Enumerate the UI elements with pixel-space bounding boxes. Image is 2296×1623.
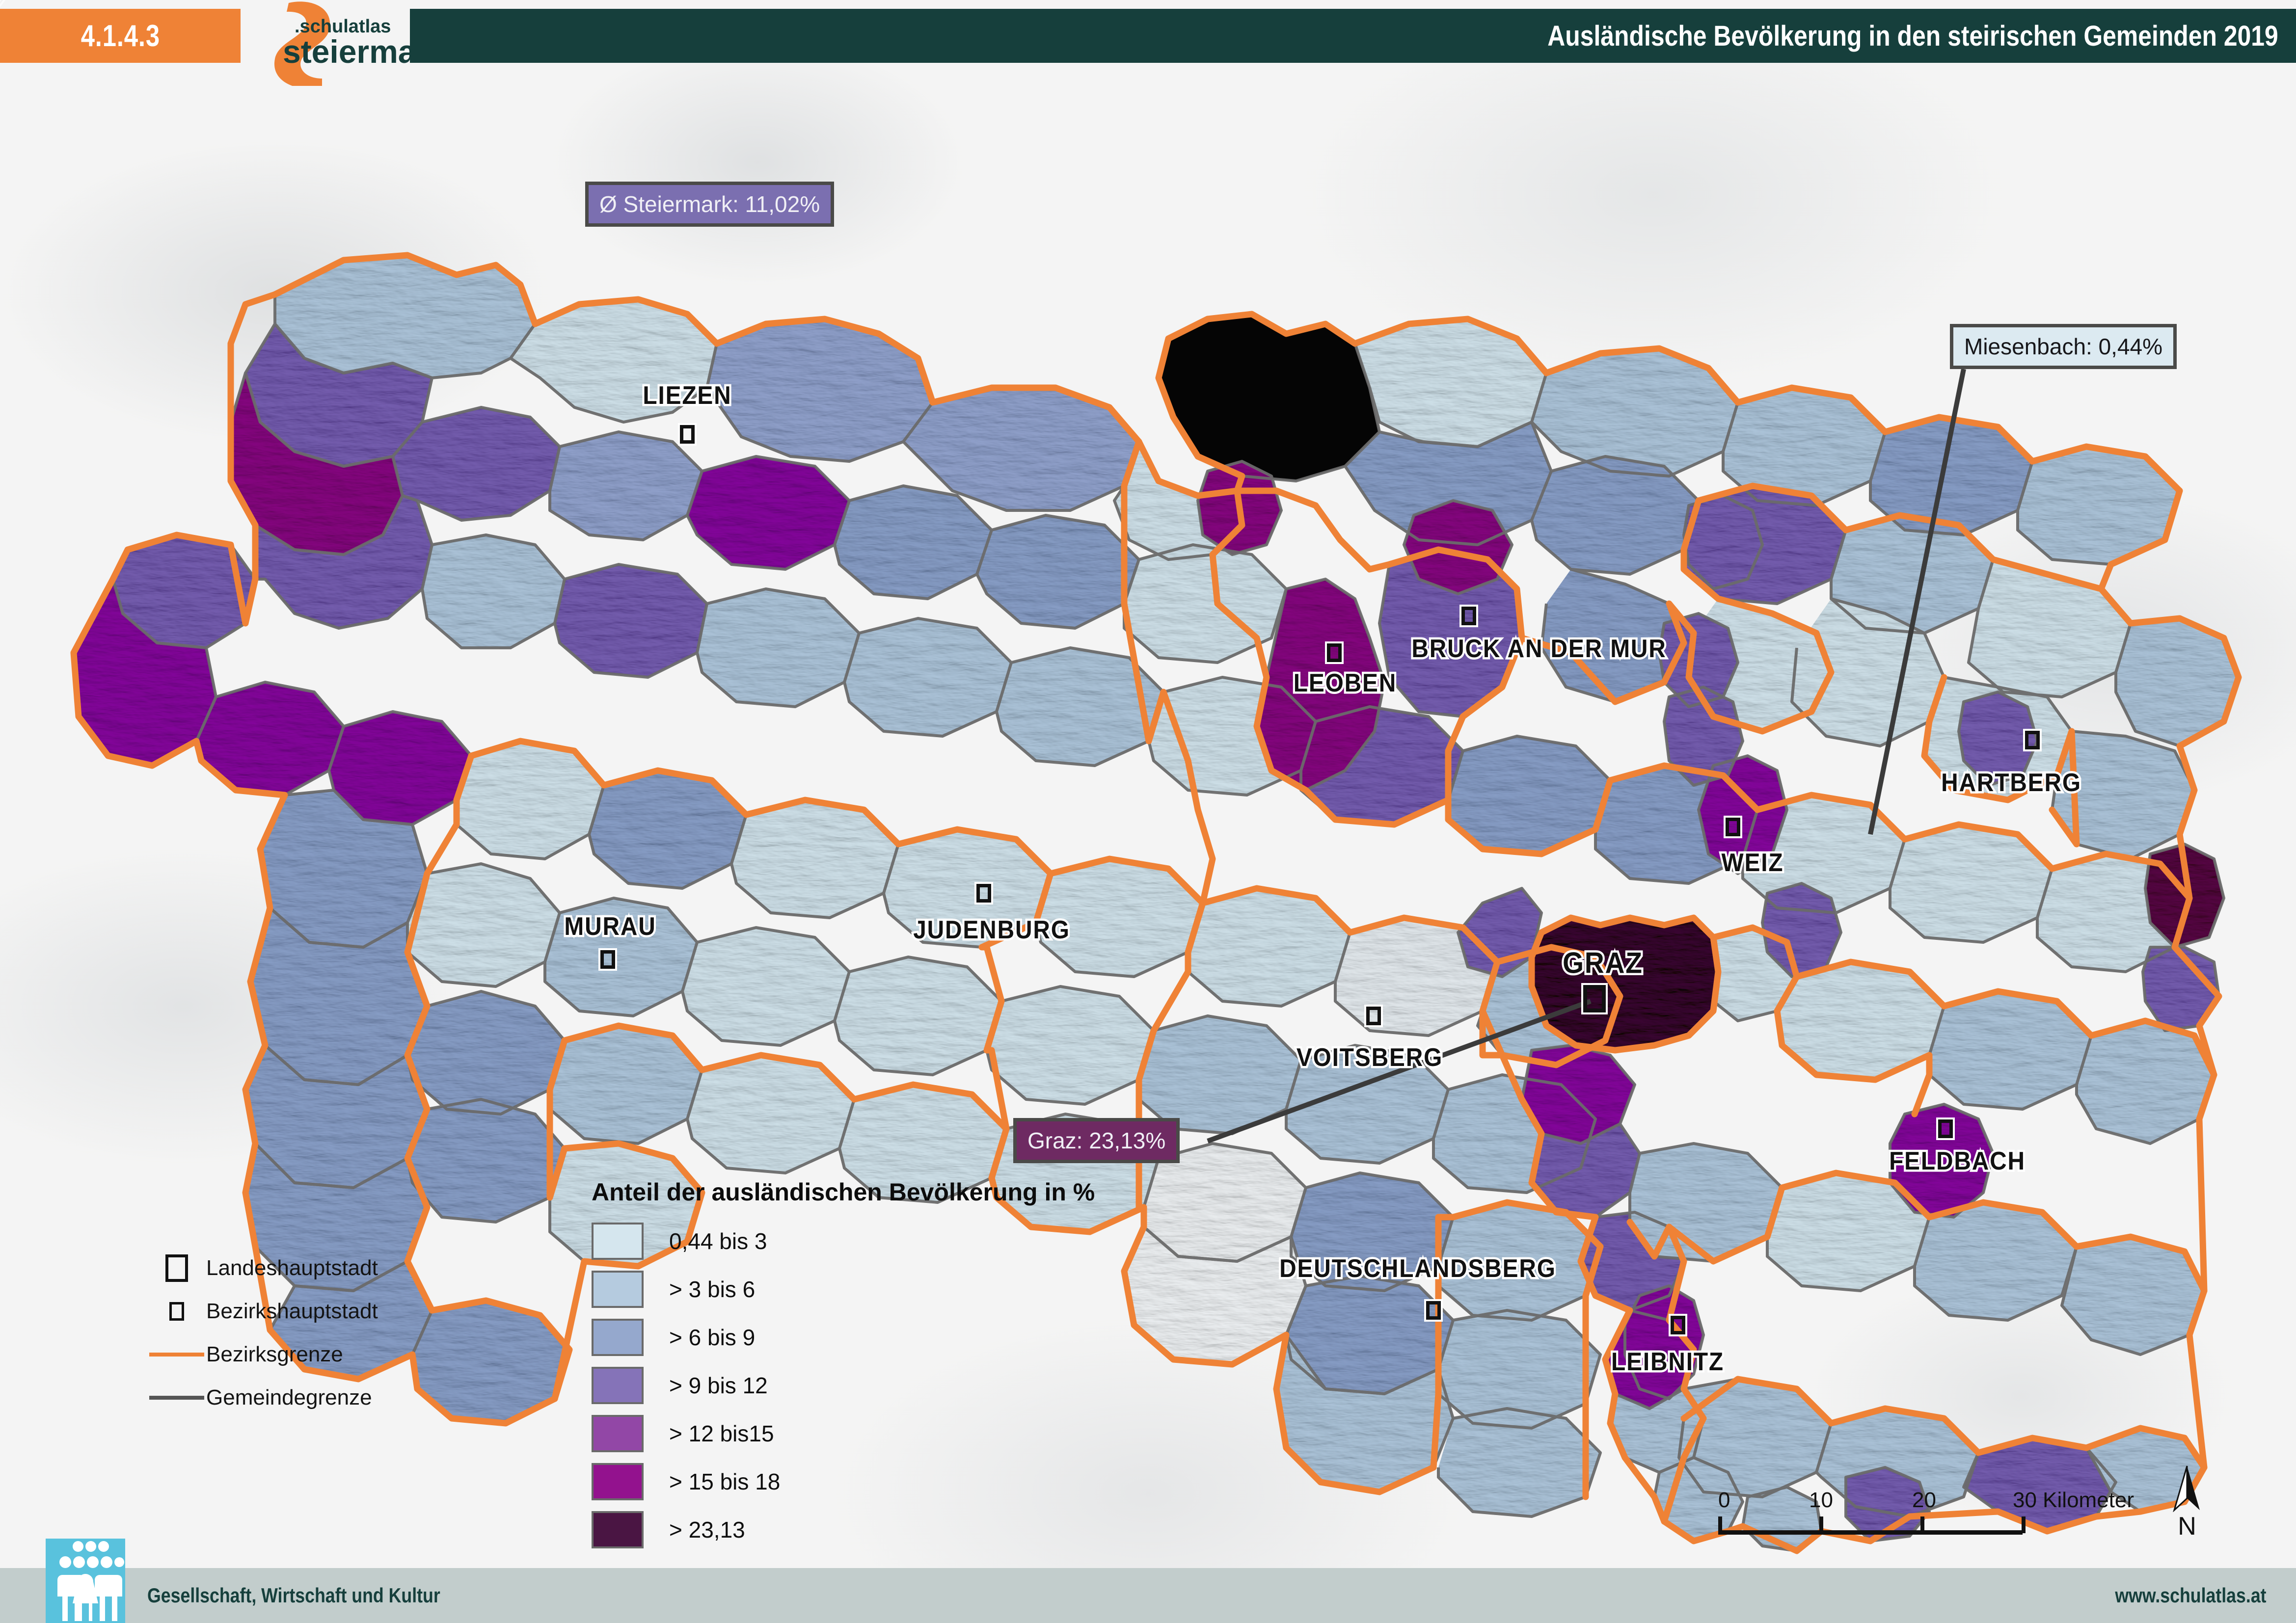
legend-class-swatch — [592, 1367, 644, 1404]
scale-tick-label: 20 — [1912, 1488, 1936, 1512]
city-label-hartberg: HARTBERG — [1939, 767, 2082, 799]
bezirkshauptstadt-marker-leoben[interactable] — [1327, 643, 1342, 662]
legend-class-label: 0,44 bis 3 — [669, 1228, 767, 1254]
gemeindegrenze-line-icon — [147, 1396, 206, 1400]
scale-tick — [2022, 1517, 2026, 1533]
bezirkshauptstadt-marker-bruck-an-der-mur[interactable] — [1461, 607, 1476, 625]
legend-class-row: 0,44 bis 3 — [592, 1217, 1095, 1265]
legend-class-swatch — [592, 1223, 644, 1260]
legend-class-label: > 15 bis 18 — [669, 1469, 781, 1494]
scale-tick — [1718, 1517, 1722, 1533]
callout-miesenbach-text: Miesenbach: 0,44% — [1964, 334, 2163, 359]
scale-tick-label: 0 — [1718, 1488, 1730, 1512]
legend-class-label: > 23,13 — [669, 1517, 745, 1543]
city-label-deutschlandsberg: DEUTSCHLANDSBERG — [1277, 1252, 1557, 1285]
bezirkshauptstadt-square-icon — [147, 1302, 206, 1321]
legend-class-row: > 12 bis15 — [592, 1410, 1095, 1458]
people-group-glyph — [57, 1541, 124, 1621]
scale-bar: 0 10 20 30 Kilometer — [1718, 1482, 2134, 1535]
city-label-judenburg: JUDENBURG — [911, 914, 1071, 947]
scale-tick — [1920, 1517, 1924, 1533]
scale-tick-label: 10 — [1809, 1488, 1833, 1512]
scale-line — [1718, 1530, 2023, 1535]
legend-symbol-label: Bezirkshauptstadt — [206, 1299, 378, 1323]
footer-url[interactable]: www.schulatlas.at — [2115, 1584, 2267, 1607]
scale-tick — [1819, 1517, 1823, 1533]
svg-text:steiermark: steiermark — [283, 33, 412, 70]
city-label-bruck-an-der-mur: BRUCK AN DER MUR — [1409, 633, 1668, 665]
bezirkshauptstadt-marker-feldbach[interactable] — [1938, 1119, 1953, 1138]
page-footer: Gesellschaft, Wirtschaft und Kultur www.… — [0, 1539, 2296, 1623]
bezirkshauptstadt-marker-murau[interactable] — [600, 950, 615, 969]
legend-classes: Anteil der ausländischen Bevölkerung in … — [592, 1178, 1095, 1554]
bezirkshauptstadt-marker-voitsberg[interactable] — [1366, 1007, 1381, 1025]
city-label-graz: GRAZ — [1561, 944, 1644, 982]
landeshauptstadt-marker-graz[interactable] — [1583, 985, 1606, 1012]
landeshauptstadt-square-icon — [147, 1254, 206, 1282]
legend-symbol-row: Bezirkshauptstadt — [147, 1290, 378, 1333]
chapter-number: 4.1.4.3 — [81, 19, 160, 53]
chapter-number-box: 4.1.4.3 — [0, 9, 241, 63]
legend-symbol-row: Landeshauptstadt — [147, 1247, 378, 1290]
legend-symbol-label: Gemeindegrenze — [206, 1385, 372, 1410]
city-label-liezen: LIEZEN — [641, 379, 733, 412]
legend-class-row: > 9 bis 12 — [592, 1361, 1095, 1410]
legend-symbol-label: Landeshauptstadt — [206, 1256, 378, 1280]
legend-class-swatch — [592, 1319, 644, 1356]
footer-bar — [0, 1568, 2296, 1623]
city-label-weiz: WEIZ — [1719, 847, 1784, 879]
north-arrow-icon — [2173, 1465, 2200, 1513]
map-title: Ausländische Bevölkerung in den steirisc… — [1547, 20, 2278, 52]
legend-class-row: > 15 bis 18 — [592, 1458, 1095, 1506]
leader-lines — [1207, 369, 1966, 1144]
map-title-box: Ausländische Bevölkerung in den steirisc… — [410, 9, 2296, 63]
legend-class-label: > 6 bis 9 — [669, 1325, 756, 1350]
legend-symbols: Landeshauptstadt Bezirkshauptstadt Bezir… — [147, 1247, 378, 1419]
district-borders — [70, 252, 2242, 1554]
legend-class-swatch — [592, 1511, 644, 1548]
callout-graz-text: Graz: 23,13% — [1027, 1128, 1166, 1153]
bezirkshauptstadt-marker-judenburg[interactable] — [976, 884, 991, 903]
bezirkshauptstadt-marker-weiz[interactable] — [1726, 818, 1740, 836]
bezirkshauptstadt-marker-hartberg[interactable] — [2025, 731, 2040, 749]
legend-class-swatch — [592, 1463, 644, 1500]
city-label-leibnitz: LEIBNITZ — [1609, 1346, 1725, 1379]
legend-class-row: > 3 bis 6 — [592, 1265, 1095, 1313]
legend-class-label: > 3 bis 6 — [669, 1277, 756, 1302]
legend-title: Anteil der ausländischen Bevölkerung in … — [592, 1178, 1095, 1206]
city-label-murau: MURAU — [562, 910, 657, 943]
callout-graz-max: Graz: 23,13% — [1013, 1118, 1180, 1163]
bezirkshauptstadt-marker-leibnitz[interactable] — [1671, 1316, 1685, 1334]
city-label-feldbach: FELDBACH — [1887, 1145, 2026, 1178]
callout-steiermark-average: Ø Steiermark: 11,02% — [585, 182, 835, 227]
bezirkshauptstadt-marker-deutschlandsberg[interactable] — [1426, 1301, 1441, 1320]
bezirkshauptstadt-marker-liezen[interactable] — [680, 425, 695, 444]
bezirksgrenze-line-icon — [147, 1353, 206, 1357]
legend-class-label: > 12 bis15 — [669, 1421, 774, 1446]
people-group-icon — [46, 1539, 125, 1623]
city-label-voitsberg: VOITSBERG — [1295, 1041, 1444, 1074]
north-letter: N — [2178, 1512, 2196, 1541]
schulatlas-logo: .schulatlas steiermark — [236, 0, 447, 90]
legend-class-row: > 23,13 — [592, 1506, 1095, 1554]
page-header: 4.1.4.3 .schulatlas steiermark Ausländis… — [0, 0, 2296, 90]
legend-symbol-row: Gemeindegrenze — [147, 1376, 378, 1419]
footer-section-label: Gesellschaft, Wirtschaft und Kultur — [147, 1584, 440, 1607]
legend-class-swatch — [592, 1271, 644, 1308]
scale-tick-label: 30 Kilometer — [2013, 1488, 2134, 1512]
north-arrow: N — [2160, 1465, 2214, 1541]
legend-class-row: > 6 bis 9 — [592, 1313, 1095, 1361]
schulatlas-logo-icon: .schulatlas steiermark — [274, 1, 447, 90]
legend-symbol-row: Bezirksgrenze — [147, 1333, 378, 1376]
svg-text:.schulatlas: .schulatlas — [295, 16, 391, 37]
legend-class-swatch — [592, 1415, 644, 1452]
city-label-leoben: LEOBEN — [1292, 667, 1398, 700]
legend-symbol-label: Bezirksgrenze — [206, 1342, 343, 1366]
callout-steiermark-text: Ø Steiermark: 11,02% — [599, 191, 820, 217]
callout-miesenbach-min: Miesenbach: 0,44% — [1950, 324, 2177, 369]
legend-class-label: > 9 bis 12 — [669, 1373, 768, 1398]
